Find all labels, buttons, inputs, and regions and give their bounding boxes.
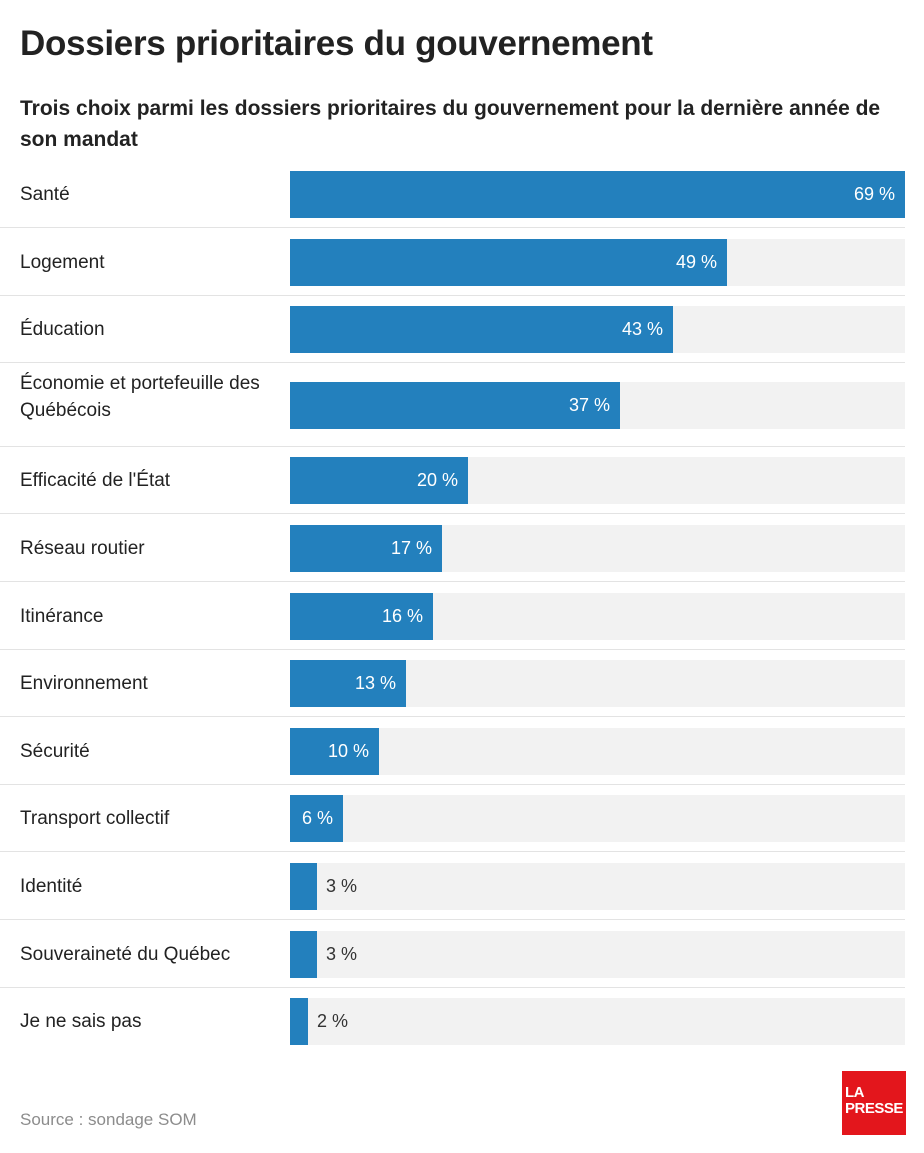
- category-label: Santé: [20, 184, 70, 205]
- bar-track: 16 %: [290, 592, 905, 640]
- value-label: 10 %: [327, 740, 369, 761]
- bar-track: 17 %: [290, 525, 905, 572]
- row-separator: [0, 227, 905, 228]
- category-label: Itinérance: [20, 605, 104, 627]
- row-separator: [0, 716, 905, 718]
- bar-track: 3 %: [290, 863, 905, 910]
- value-label: 43 %: [621, 319, 663, 340]
- bar: [290, 171, 905, 218]
- bar-track: 49 %: [290, 238, 905, 286]
- bar-track: 43 %: [290, 306, 905, 354]
- bar: [290, 998, 308, 1046]
- category-label: Économie et portefeuille des Québécois: [20, 373, 260, 422]
- logo-line-2: PRESSE: [845, 1100, 903, 1117]
- category-label: Souveraineté du Québec: [20, 943, 231, 965]
- bar-track: 37 %: [290, 381, 905, 429]
- row-separator: [0, 783, 905, 785]
- category-label: Efficacité de l'État: [20, 470, 171, 492]
- bar: [290, 727, 379, 775]
- value-label: 2 %: [317, 1011, 349, 1032]
- value-label: 69 %: [853, 184, 895, 204]
- bar-track: 3 %: [290, 930, 905, 978]
- row-separator: [0, 851, 905, 853]
- row-separator: [0, 445, 905, 447]
- category-label: Identité: [20, 876, 83, 897]
- value-label: 17 %: [390, 538, 432, 558]
- value-label: 49 %: [675, 251, 717, 272]
- value-label: 37 %: [568, 394, 610, 415]
- value-label: 3 %: [326, 876, 358, 896]
- value-label: 16 %: [381, 605, 423, 626]
- row-separator: [0, 294, 905, 296]
- bar-track: 13 %: [290, 660, 905, 708]
- source-note: Source : sondage SOM: [20, 1110, 197, 1129]
- category-label: Réseau routier: [20, 538, 145, 559]
- logo-line-1: LA: [845, 1084, 865, 1101]
- row-separator: [0, 513, 905, 515]
- bar: [290, 306, 673, 354]
- bar: [290, 238, 727, 286]
- la-presse-logo: LA PRESSE: [842, 1071, 906, 1135]
- category-label: Je ne sais pas: [20, 1011, 142, 1033]
- value-label: 3 %: [326, 943, 358, 964]
- value-label: 6 %: [301, 808, 333, 829]
- bar: [290, 660, 406, 708]
- bar: [290, 525, 442, 572]
- bar: [290, 381, 620, 429]
- category-label: Sécurité: [20, 740, 90, 762]
- bar-track: 6 %: [290, 795, 905, 843]
- bar: [290, 863, 317, 910]
- value-label: 20 %: [416, 470, 458, 491]
- bar-track: 2 %: [290, 998, 905, 1046]
- bar: [290, 795, 343, 843]
- bar-track: 20 %: [290, 457, 905, 505]
- bar-track: 10 %: [290, 727, 905, 775]
- bar: [290, 457, 468, 505]
- bar-track: 69 %: [290, 171, 905, 218]
- row-separator: [0, 362, 905, 364]
- category-label: Logement: [20, 251, 105, 273]
- row-separator: [0, 581, 905, 582]
- row-separator: [0, 986, 905, 988]
- row-separator: [0, 919, 905, 920]
- category-label: Transport collectif: [20, 808, 170, 830]
- chart-title: Dossiers prioritaires du gouvernement: [20, 24, 653, 63]
- chart-subtitle: Trois choix parmi les dossiers prioritai…: [20, 97, 881, 151]
- category-label: Environnement: [20, 673, 148, 695]
- row-separator: [0, 648, 905, 650]
- category-label: Éducation: [20, 319, 105, 341]
- bar: [290, 930, 317, 978]
- value-label: 13 %: [354, 673, 396, 694]
- bar: [290, 592, 433, 640]
- bar-chart: Santé 69 % Logement 49 % Éducation 43 % Économ…: [0, 171, 905, 1046]
